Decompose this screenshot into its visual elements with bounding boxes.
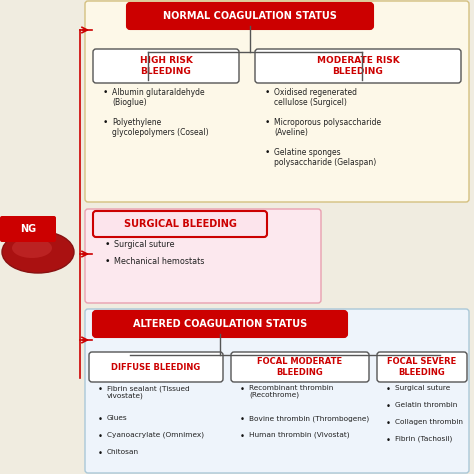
Text: FOCAL SEVERE
BLEEDING: FOCAL SEVERE BLEEDING (387, 357, 456, 377)
Text: •: • (105, 257, 110, 266)
Text: Cyanoacrylate (Omnimex): Cyanoacrylate (Omnimex) (107, 432, 204, 438)
FancyBboxPatch shape (89, 352, 223, 382)
FancyBboxPatch shape (93, 311, 347, 337)
FancyBboxPatch shape (377, 352, 467, 382)
Text: •: • (240, 415, 245, 424)
Text: Fibrin sealant (Tissued
vivostate): Fibrin sealant (Tissued vivostate) (107, 385, 190, 399)
Text: Fibrin (Tachosil): Fibrin (Tachosil) (395, 436, 452, 443)
Text: Mechanical hemostats: Mechanical hemostats (114, 257, 204, 266)
Text: Bovine thrombin (Thrombogene): Bovine thrombin (Thrombogene) (249, 415, 369, 421)
FancyBboxPatch shape (93, 49, 239, 83)
Ellipse shape (2, 231, 74, 273)
Text: •: • (386, 385, 391, 394)
Text: •: • (386, 402, 391, 411)
Text: NG: NG (20, 224, 36, 234)
Text: •: • (103, 88, 109, 97)
Text: •: • (386, 436, 391, 445)
Text: •: • (240, 432, 245, 441)
Text: MODERATE RISK
BLEEDING: MODERATE RISK BLEEDING (317, 56, 400, 76)
Text: •: • (265, 148, 270, 157)
FancyBboxPatch shape (85, 309, 469, 473)
Text: •: • (240, 385, 245, 394)
Text: Collagen thrombin: Collagen thrombin (395, 419, 463, 425)
Text: DIFFUSE BLEEDING: DIFFUSE BLEEDING (111, 363, 201, 372)
Text: ALTERED COAGULATION STATUS: ALTERED COAGULATION STATUS (133, 319, 307, 329)
Text: •: • (265, 88, 270, 97)
Text: •: • (265, 118, 270, 127)
Text: Albumin glutaraldehyde
(Bioglue): Albumin glutaraldehyde (Bioglue) (112, 88, 205, 108)
Ellipse shape (12, 238, 52, 258)
Text: •: • (386, 419, 391, 428)
Text: •: • (103, 118, 109, 127)
Text: Recombinant thrombin
(Recothrome): Recombinant thrombin (Recothrome) (249, 385, 333, 399)
Text: HIGH RISK
BLEEDING: HIGH RISK BLEEDING (139, 56, 192, 76)
Text: Polyethylene
glycolepolymers (Coseal): Polyethylene glycolepolymers (Coseal) (112, 118, 209, 137)
Text: Surgical suture: Surgical suture (395, 385, 450, 391)
Text: Chitosan: Chitosan (107, 449, 139, 455)
Text: •: • (98, 415, 103, 424)
Text: Glues: Glues (107, 415, 128, 421)
Text: FOCAL MODERATE
BLEEDING: FOCAL MODERATE BLEEDING (257, 357, 343, 377)
Text: Microporous polysaccharide
(Aveline): Microporous polysaccharide (Aveline) (274, 118, 381, 137)
Text: •: • (98, 432, 103, 441)
Text: •: • (105, 240, 110, 249)
FancyBboxPatch shape (0, 216, 56, 242)
Text: NORMAL COAGULATION STATUS: NORMAL COAGULATION STATUS (163, 11, 337, 21)
Text: Surgical suture: Surgical suture (114, 240, 174, 249)
Text: •: • (98, 449, 103, 458)
Text: Human thrombin (Vivostat): Human thrombin (Vivostat) (249, 432, 350, 438)
Text: SURGICAL BLEEDING: SURGICAL BLEEDING (124, 219, 237, 229)
Text: Gelatin thrombin: Gelatin thrombin (395, 402, 457, 408)
FancyBboxPatch shape (85, 1, 469, 202)
FancyBboxPatch shape (93, 211, 267, 237)
FancyBboxPatch shape (255, 49, 461, 83)
FancyBboxPatch shape (127, 3, 373, 29)
Text: Gelatine sponges
polysaccharide (Gelaspan): Gelatine sponges polysaccharide (Gelaspa… (274, 148, 376, 167)
FancyBboxPatch shape (85, 209, 321, 303)
FancyBboxPatch shape (231, 352, 369, 382)
Text: •: • (98, 385, 103, 394)
Text: Oxidised regenerated
cellulose (Surgicel): Oxidised regenerated cellulose (Surgicel… (274, 88, 357, 108)
